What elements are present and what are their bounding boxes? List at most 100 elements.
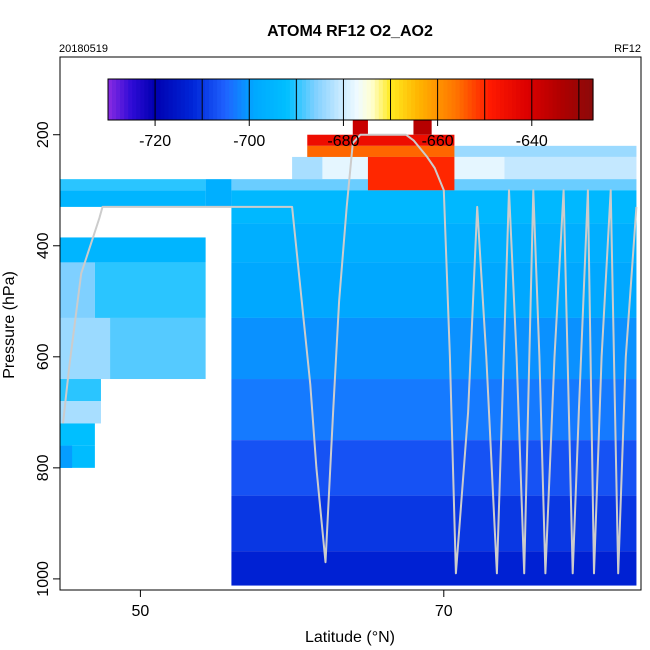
colorbar-segment [257,79,263,120]
colorbar-segment [225,79,230,120]
colorbar-segment [273,79,279,120]
colorbar-segment [120,79,125,120]
colorbar-segment [403,79,408,120]
colorbar-tick-label: -660 [422,133,454,150]
colorbar-segment [524,79,529,120]
colorbar-segment [253,79,259,120]
heatmap-cell [60,445,73,468]
heatmap-cell [110,317,206,380]
colorbar-segment [390,79,396,120]
colorbar-segment [261,79,267,120]
colorbar-segment [540,79,546,120]
y-tick-label: 600 [35,343,52,370]
colorbar-segment [108,79,113,120]
heatmap-cell [60,179,206,191]
heatmap-cell [60,401,101,424]
colorbar-segment [528,79,533,120]
colorbar-segment [504,79,509,120]
heatmap-cell [307,145,455,157]
colorbar-segment [342,79,348,120]
colorbar-segment [289,79,295,120]
heatmap-cell [231,223,637,263]
heatmap-cell [205,179,232,207]
colorbar-segment [302,79,307,120]
colorbar-segment [285,79,291,120]
colorbar-segment [269,79,275,120]
colorbar-segment [548,79,554,120]
y-axis-title: Pressure (hPa) [1,271,18,379]
colorbar-segment [148,79,154,120]
heatmap-cell [307,145,637,157]
y-tick-label: 1000 [35,561,52,597]
colorbar-segment [399,79,404,120]
colorbar-segment [471,79,477,120]
colorbar-segment [140,79,145,120]
colorbar-segment [209,79,214,120]
colorbar-segment [362,79,368,120]
colorbar-segment [407,79,412,120]
heatmap-cells [60,79,637,586]
colorbar-segment [277,79,283,120]
colorbar-segment [160,79,166,120]
flight-label: RF12 [614,43,641,55]
colorbar-segment [297,79,303,120]
flight-track [62,133,638,575]
colorbar-segment [346,79,352,120]
colorbar-segment [249,79,255,120]
heatmap-cell [504,156,637,180]
colorbar-segment [463,79,469,120]
colorbar-segment [338,79,344,120]
colorbar-segment [314,79,319,120]
colorbar-tick-label: -700 [233,133,265,150]
heatmap-cell [367,156,455,191]
flight-track-line [62,133,638,575]
colorbar-segment [467,79,473,120]
colorbar-segment [334,79,339,120]
colorbar-segment [200,79,206,120]
colorbar-segment [112,79,117,120]
date-label: 20180519 [59,43,108,55]
colorbar-segment [544,79,550,120]
colorbar-segment [382,79,388,120]
heatmap-cell [307,134,455,146]
heatmap-cell [60,423,95,446]
colorbar-segment [439,79,445,120]
colorbar-segment [443,79,449,120]
colorbar-segment [354,79,360,120]
colorbar-segment [447,79,453,120]
heatmap-cell [231,379,637,441]
heatmap-cell [60,190,206,207]
colorbar-segment [496,79,501,120]
colorbar-segment [221,79,226,120]
colorbar-segment [423,79,428,120]
colorbar-segment [265,79,271,120]
colorbar-segment [318,79,323,120]
colorbar-segment [217,79,222,120]
colorbar-segment [176,79,182,120]
colorbar-segment [584,79,590,120]
colorbar-segment [213,79,218,120]
heatmap-cell [231,551,637,586]
colorbar-segment [560,79,566,120]
colorbar-segment [508,79,513,120]
colorbar-segment [156,79,162,120]
colorbar-segment [386,79,392,120]
colorbar-segment [245,79,251,120]
colorbar-segment [168,79,174,120]
colorbar-segment [568,79,574,120]
colorbar-segment [378,79,384,120]
colorbar-segment [184,79,190,120]
colorbar-segment [374,79,380,120]
colorbar-segment [366,79,372,120]
x-axis-title: Latitude (°N) [305,629,395,646]
colorbar-segment [552,79,558,120]
heatmap-cell [60,237,206,263]
x-tick-label: 70 [435,603,453,620]
colorbar-segment [326,79,331,120]
colorbar-segment [229,79,234,120]
colorbar-segment [415,79,420,120]
colorbar-segment [512,79,517,120]
colorbar-segment [459,79,465,120]
colorbar-segment [536,79,542,120]
